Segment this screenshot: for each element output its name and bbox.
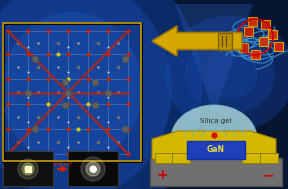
- Circle shape: [25, 166, 31, 172]
- FancyBboxPatch shape: [187, 141, 245, 159]
- FancyBboxPatch shape: [242, 153, 260, 163]
- Circle shape: [86, 162, 100, 176]
- Circle shape: [90, 166, 96, 172]
- Ellipse shape: [0, 0, 202, 189]
- FancyBboxPatch shape: [68, 151, 118, 186]
- Text: Silica gel: Silica gel: [200, 118, 232, 124]
- FancyBboxPatch shape: [217, 33, 232, 50]
- FancyBboxPatch shape: [150, 158, 282, 186]
- FancyBboxPatch shape: [238, 43, 247, 51]
- FancyBboxPatch shape: [243, 26, 253, 36]
- Ellipse shape: [165, 15, 288, 132]
- Ellipse shape: [202, 49, 258, 99]
- Circle shape: [18, 159, 38, 179]
- FancyBboxPatch shape: [260, 153, 278, 163]
- Circle shape: [22, 163, 34, 175]
- FancyBboxPatch shape: [251, 50, 259, 59]
- Ellipse shape: [171, 105, 257, 173]
- FancyBboxPatch shape: [259, 36, 268, 46]
- Ellipse shape: [185, 33, 275, 115]
- Text: +: +: [156, 168, 168, 182]
- FancyBboxPatch shape: [140, 0, 288, 189]
- FancyBboxPatch shape: [268, 29, 276, 39]
- FancyBboxPatch shape: [274, 42, 283, 50]
- FancyBboxPatch shape: [155, 153, 173, 163]
- Circle shape: [81, 157, 105, 181]
- Text: −: −: [262, 168, 274, 182]
- Ellipse shape: [0, 0, 172, 189]
- Ellipse shape: [2, 12, 142, 166]
- FancyArrow shape: [152, 26, 242, 56]
- Polygon shape: [175, 4, 253, 114]
- FancyBboxPatch shape: [172, 153, 190, 163]
- Polygon shape: [152, 131, 276, 159]
- Text: 350 mV: 350 mV: [54, 163, 73, 167]
- FancyBboxPatch shape: [247, 16, 257, 26]
- FancyBboxPatch shape: [261, 19, 270, 29]
- FancyBboxPatch shape: [3, 151, 53, 186]
- Text: GaN: GaN: [207, 146, 225, 154]
